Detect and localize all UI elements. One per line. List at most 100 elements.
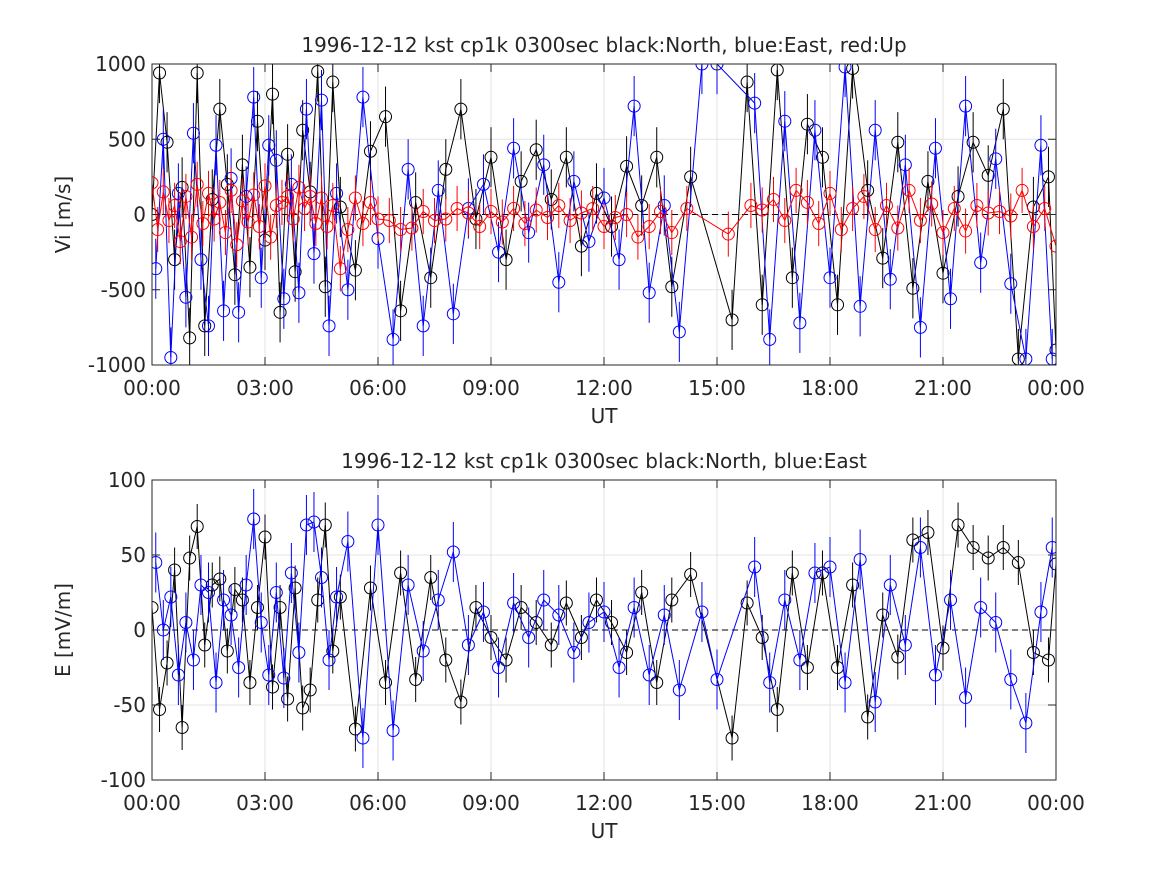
velocity-series-north-point <box>394 304 408 318</box>
velocity-series-east-point <box>202 319 215 333</box>
efield-series-north-point <box>665 593 679 607</box>
efield-series-north-point <box>220 644 234 658</box>
efield-series-north-point <box>296 701 310 715</box>
efield-x-tick-label: 03:00 <box>236 791 294 815</box>
velocity-series-up-point <box>241 215 255 229</box>
velocity-series-east-point <box>209 138 223 152</box>
efield-series-north-point <box>288 581 302 595</box>
velocity-series-up-point <box>789 183 803 197</box>
velocity-series-north-point <box>981 168 995 182</box>
velocity-series-up-point <box>315 191 328 205</box>
velocity-series-east-point <box>431 183 445 197</box>
efield-series-east-point <box>330 590 344 604</box>
velocity-series-north-point <box>190 66 204 80</box>
velocity-series-up-point <box>405 221 419 235</box>
velocity-series-east-point <box>330 186 344 200</box>
velocity-series-north-point <box>725 313 739 327</box>
velocity-series-up-point <box>880 198 893 212</box>
efield-series-east-point <box>1034 605 1048 619</box>
velocity-series-up-point <box>168 198 182 212</box>
velocity-series-north-point <box>266 87 280 101</box>
efield-series-north-point <box>936 641 950 655</box>
velocity-series-up-point <box>202 186 215 200</box>
efield-series-east-point <box>989 616 1003 629</box>
efield-series-north-point <box>620 646 634 659</box>
efield-series-north-point <box>951 518 965 532</box>
velocity-panel: 00:00 03:00 06:00 09:00 12:00 15:00 18:00 21:00… <box>51 33 1085 428</box>
velocity-series-up-point <box>224 183 238 197</box>
efield-series-north-point <box>228 583 242 596</box>
velocity-series-east-point <box>898 158 912 172</box>
velocity-series-up-point <box>925 197 939 211</box>
velocity-series-east-point <box>284 177 298 191</box>
efield-series-east-point <box>401 578 415 592</box>
efield-x-tick-label: 00:00 <box>123 791 181 815</box>
efield-series-east-point <box>416 644 430 658</box>
efield-series-north-point <box>213 572 227 586</box>
electric-field-panel: 00:00 03:00 06:00 09:00 12:00 15:00 18:00 21:00… <box>51 449 1085 843</box>
velocity-series-north-point <box>273 305 287 319</box>
velocity-series-north-point <box>296 123 310 137</box>
velocity-series-north-point <box>288 265 302 279</box>
efield-x-tick-label: 09:00 <box>462 791 520 815</box>
efield-series-north-point <box>906 533 920 547</box>
velocity-series-north-point <box>846 64 860 76</box>
velocity-series-north-point <box>198 319 212 333</box>
velocity-series-east-point <box>341 283 355 297</box>
efield-series-east-point <box>277 671 291 685</box>
efield-x-tick-label: 12:00 <box>575 791 633 815</box>
velocity-series-up-point <box>529 203 543 217</box>
velocity-series-up-point <box>755 203 769 217</box>
velocity-series-north-point <box>160 135 174 149</box>
velocity-series-east-point <box>164 350 178 364</box>
velocity-series-east-point <box>823 271 837 285</box>
efield-series-north-point <box>168 563 182 577</box>
efield-series-east-point <box>217 593 231 607</box>
efield-series-north-point <box>454 695 468 709</box>
efield-x-tick-label: 18:00 <box>801 791 859 815</box>
efield-series-north-point <box>266 680 280 694</box>
velocity-series-up-point <box>518 217 532 231</box>
velocity-series-up-point <box>642 220 656 234</box>
efield-series-east-point <box>247 512 261 526</box>
efield-series-east-point <box>642 668 656 682</box>
efield-series-east-point <box>522 631 536 644</box>
efield-series-north-point <box>800 661 814 674</box>
efield-x-tick-label: 06:00 <box>349 791 407 815</box>
velocity-series-east-point <box>262 138 276 152</box>
velocity-y-axis-label: Vi [m/s] <box>51 176 75 253</box>
velocity-series-east-point <box>307 247 321 261</box>
velocity-series-east-point <box>838 64 852 74</box>
velocity-series-up-point <box>507 201 521 215</box>
velocity-x-tick-label: 18:00 <box>801 376 859 400</box>
velocity-series-up-point <box>1026 220 1040 234</box>
velocity-series-north-point <box>589 186 603 200</box>
efield-x-tick-label: 21:00 <box>914 791 972 815</box>
velocity-series-up-point <box>563 214 577 228</box>
velocity-series-east-point <box>254 271 268 285</box>
velocity-series-up-point <box>868 223 882 237</box>
velocity-series-north-point <box>529 143 543 157</box>
efield-series-north-point <box>152 601 159 614</box>
efield-series-north-point <box>484 631 498 644</box>
velocity-series-north-point <box>409 195 423 209</box>
velocity-series-north-point <box>454 102 468 116</box>
efield-series-east-point <box>322 653 336 667</box>
velocity-series-north-point <box>363 144 377 158</box>
efield-series-east-point <box>944 593 958 607</box>
efield-series-east-point <box>341 535 355 548</box>
efield-series-north-point <box>333 590 347 604</box>
efield-series-north-point <box>559 596 573 610</box>
efield-series-east-point <box>194 578 208 592</box>
velocity-series-east-point <box>446 307 460 321</box>
efield-series-east <box>152 489 1056 768</box>
efield-series-north-point <box>1049 557 1056 571</box>
velocity-series-east-point <box>401 162 415 176</box>
efield-series-north-point <box>981 551 995 565</box>
velocity-series-up-point <box>857 189 871 203</box>
efield-series-east-point <box>446 545 460 559</box>
velocity-series-east-point <box>356 90 370 104</box>
velocity-series-up-point <box>428 214 441 228</box>
efield-series-east-point <box>239 578 253 592</box>
velocity-series-north-point <box>311 65 325 79</box>
